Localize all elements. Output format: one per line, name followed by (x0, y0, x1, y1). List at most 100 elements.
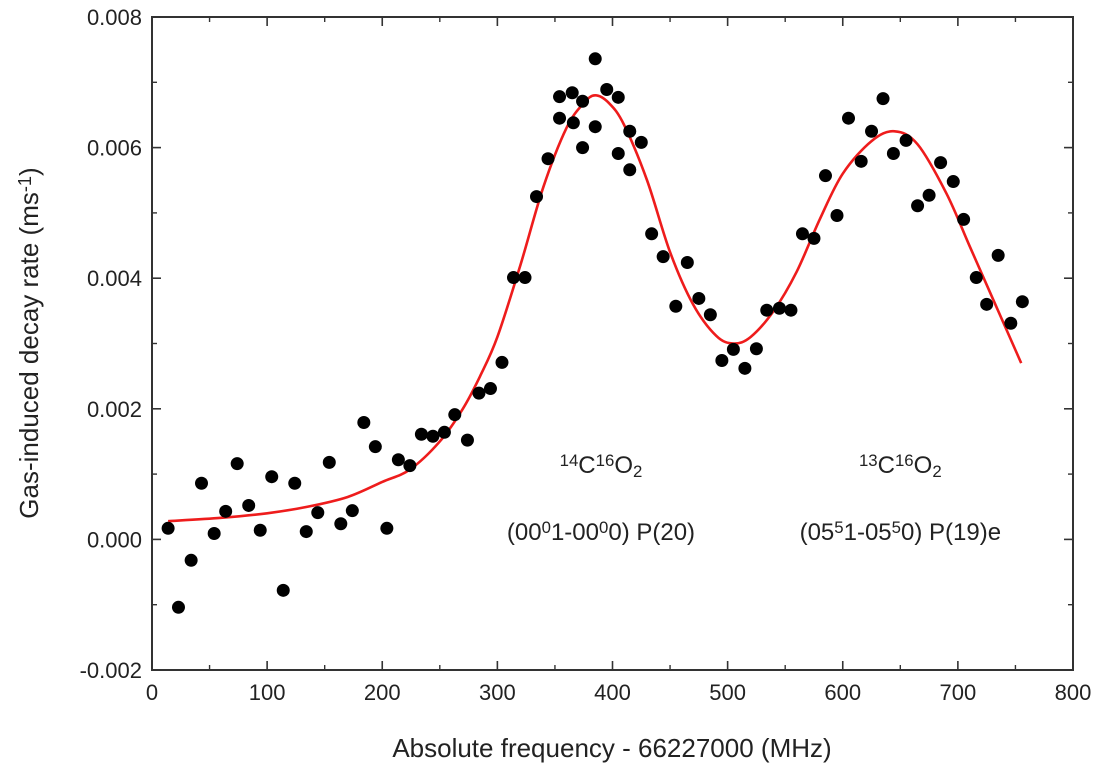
subscript: 2 (633, 462, 642, 481)
data-point (623, 124, 637, 138)
data-point (322, 455, 336, 469)
text-segment: O (614, 452, 633, 479)
subscript: 2 (932, 462, 941, 481)
data-point (242, 498, 256, 512)
data-point (760, 303, 774, 317)
superscript: 0 (542, 518, 551, 537)
plot-frame (151, 16, 1074, 671)
data-point (588, 52, 602, 66)
data-point (703, 308, 717, 322)
x-tick-label: 100 (249, 680, 286, 705)
data-point (807, 231, 821, 245)
y-axis-title: Gas-induced decay rate (ms-1) (14, 167, 44, 518)
data-points (161, 52, 1029, 614)
superscript: 5 (892, 518, 901, 537)
y-tick-label: 0.008 (87, 5, 142, 30)
text-segment: (05 (800, 519, 835, 546)
data-point (911, 199, 925, 213)
y-tick-label: -0.002 (80, 658, 142, 683)
text-segment: C (878, 452, 895, 479)
superscript: 0 (599, 518, 608, 537)
data-point (426, 429, 440, 443)
data-point (842, 111, 856, 125)
data-point (784, 303, 798, 317)
data-point (645, 227, 659, 241)
text-segment: 1-05 (844, 519, 892, 546)
data-point (772, 301, 786, 315)
x-tick-label: 700 (940, 680, 977, 705)
data-point (495, 355, 509, 369)
text-segment: Gas-induced decay rate (ms (14, 192, 44, 519)
data-point (299, 525, 313, 539)
text-segment: (00 (507, 519, 542, 546)
superscript: 16 (596, 451, 615, 470)
data-point (171, 600, 185, 614)
text-segment: C (578, 452, 595, 479)
fit-curve (168, 94, 1023, 523)
annotation-species: 14C16O2 (560, 451, 643, 481)
text-segment: 0) P(20) (608, 519, 695, 546)
text-segment: 0) P(19)e (901, 519, 1001, 546)
data-point (692, 291, 706, 305)
data-point (854, 154, 868, 168)
data-point (1015, 295, 1029, 309)
data-point (230, 457, 244, 471)
data-point (886, 146, 900, 160)
x-tick-label: 0 (146, 680, 158, 705)
text-segment: ) (14, 167, 44, 176)
text-segment: O (914, 452, 933, 479)
data-point (588, 120, 602, 134)
data-point (623, 163, 637, 177)
data-point (184, 553, 198, 567)
data-point (448, 408, 462, 422)
x-tick-label: 200 (364, 680, 401, 705)
data-point (566, 116, 580, 130)
data-point (357, 416, 371, 430)
superscript: 13 (859, 451, 878, 470)
superscript: 5 (834, 518, 843, 537)
annotation-transition: (0001-0000) P(20) (507, 518, 695, 546)
annotations: 14C16O2(0001-0000) P(20)13C16O2(0551-055… (507, 451, 1001, 546)
data-point (669, 299, 683, 313)
data-point (656, 250, 670, 264)
data-point (576, 94, 590, 108)
data-point (541, 152, 555, 166)
data-point (980, 297, 994, 311)
data-point (311, 506, 325, 520)
data-point (506, 271, 520, 285)
data-point (600, 82, 614, 96)
data-point (553, 111, 567, 125)
data-point (414, 427, 428, 441)
text-segment: 1-00 (551, 519, 599, 546)
data-point (460, 433, 474, 447)
data-point (795, 227, 809, 241)
data-point (680, 256, 694, 270)
data-point (865, 124, 879, 138)
data-point (518, 271, 532, 285)
data-point (934, 156, 948, 170)
data-point (876, 92, 890, 106)
data-point (611, 90, 625, 104)
data-point (634, 135, 648, 149)
data-point (922, 188, 936, 202)
data-point (565, 86, 579, 100)
data-point (265, 470, 279, 484)
data-point (738, 361, 752, 375)
data-point (726, 342, 740, 356)
data-point (472, 386, 486, 400)
data-point (288, 476, 302, 490)
y-tick-label: 0.000 (87, 527, 142, 552)
data-point (1004, 316, 1018, 330)
data-point (899, 133, 913, 147)
data-point (749, 342, 763, 356)
data-point (207, 527, 221, 541)
data-point (219, 504, 233, 518)
data-point (276, 583, 290, 597)
superscript: 16 (895, 451, 914, 470)
x-tick-label: 300 (479, 680, 516, 705)
annotation-transition: (0551-0550) P(19)e (800, 518, 1001, 546)
data-point (345, 504, 359, 518)
x-tick-label: 800 (1055, 680, 1092, 705)
data-point (969, 271, 983, 285)
